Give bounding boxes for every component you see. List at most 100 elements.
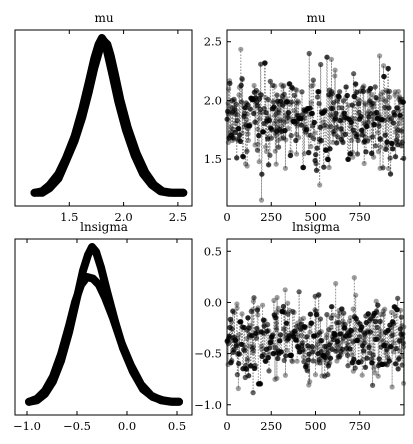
trace-point [235, 126, 241, 132]
trace-point [380, 117, 386, 123]
trace-point [267, 125, 274, 131]
trace-point [386, 358, 392, 364]
trace-point [386, 356, 392, 362]
x-tick-label: 0.0 [118, 419, 136, 433]
trace-point [340, 346, 346, 352]
trace-point [370, 352, 376, 358]
trace-point [372, 318, 378, 324]
trace-point [319, 338, 325, 344]
trace-point [377, 135, 383, 142]
trace-point [344, 92, 351, 99]
trace-point [257, 95, 263, 102]
trace-point [260, 129, 266, 135]
trace-point [275, 137, 281, 144]
trace-point [321, 109, 327, 115]
trace-point [279, 128, 285, 135]
trace-point [319, 110, 325, 116]
trace-point [395, 356, 402, 362]
trace-point [272, 313, 278, 319]
trace-point [249, 97, 255, 103]
trace-point [307, 311, 313, 317]
trace-point [388, 116, 394, 122]
trace-point [241, 325, 248, 331]
trace-point [366, 343, 372, 349]
trace-point [278, 98, 284, 104]
trace-point [338, 349, 344, 355]
trace-point [360, 88, 366, 94]
trace-point [303, 108, 309, 114]
trace-point [340, 139, 346, 146]
trace-point [288, 352, 294, 358]
trace-point [334, 338, 340, 345]
trace-point [320, 123, 327, 129]
trace-point [389, 319, 395, 325]
trace-point [250, 390, 256, 396]
trace-point [388, 344, 394, 350]
trace-line [227, 49, 405, 201]
trace-point [342, 131, 348, 137]
trace-point [311, 333, 317, 339]
trace-point [233, 343, 239, 349]
trace-point [342, 325, 348, 331]
trace-point [264, 328, 270, 334]
trace-point [381, 73, 387, 80]
trace-point [229, 358, 235, 364]
trace-point [273, 315, 279, 321]
trace-point [391, 304, 397, 310]
trace-point [397, 326, 403, 332]
trace-point [325, 363, 331, 369]
trace-point [321, 164, 327, 170]
trace-point [344, 92, 350, 99]
trace-point [301, 359, 307, 365]
trace-point [252, 119, 258, 125]
trace-point [243, 366, 250, 372]
trace-point [286, 307, 293, 313]
trace-point [397, 112, 403, 118]
trace-point [353, 81, 359, 87]
trace-point [328, 315, 334, 321]
trace-point [340, 98, 347, 104]
trace-point [317, 316, 324, 322]
trace-point [388, 325, 394, 331]
trace-point [269, 341, 275, 347]
trace-point [393, 129, 399, 135]
trace-point [351, 71, 357, 77]
trace-point [256, 381, 262, 387]
trace-point [317, 124, 324, 130]
trace-point [363, 320, 369, 326]
trace-point [249, 345, 255, 351]
trace-point [260, 351, 266, 357]
trace-point [391, 304, 397, 310]
trace-point [321, 353, 327, 359]
trace-point [305, 357, 311, 363]
trace-point [278, 123, 285, 130]
trace-point [284, 337, 290, 343]
trace-point [306, 105, 313, 111]
trace-point [324, 156, 330, 162]
trace-point [370, 134, 376, 140]
mu-density-panel: mu 1.5 2.0 2.5 [14, 11, 193, 224]
trace-point [397, 326, 404, 332]
trace-point [349, 120, 355, 126]
trace-point [397, 112, 403, 118]
trace-point [258, 329, 264, 335]
trace-point [390, 120, 396, 126]
trace-point [392, 304, 398, 310]
trace-point [240, 154, 246, 160]
trace-point [317, 360, 323, 366]
trace-point [247, 332, 253, 338]
trace-point [262, 60, 268, 66]
trace-point [371, 116, 377, 122]
trace-point [358, 127, 364, 133]
trace-point [300, 326, 306, 332]
trace-point [316, 136, 322, 142]
trace-point [391, 112, 397, 118]
trace-point [325, 156, 331, 163]
trace-point [300, 164, 306, 171]
trace-point [306, 345, 313, 351]
trace-point [387, 171, 393, 177]
trace-point [383, 87, 389, 93]
trace-point [316, 357, 322, 363]
trace-point [294, 343, 300, 349]
trace-point [397, 95, 403, 101]
